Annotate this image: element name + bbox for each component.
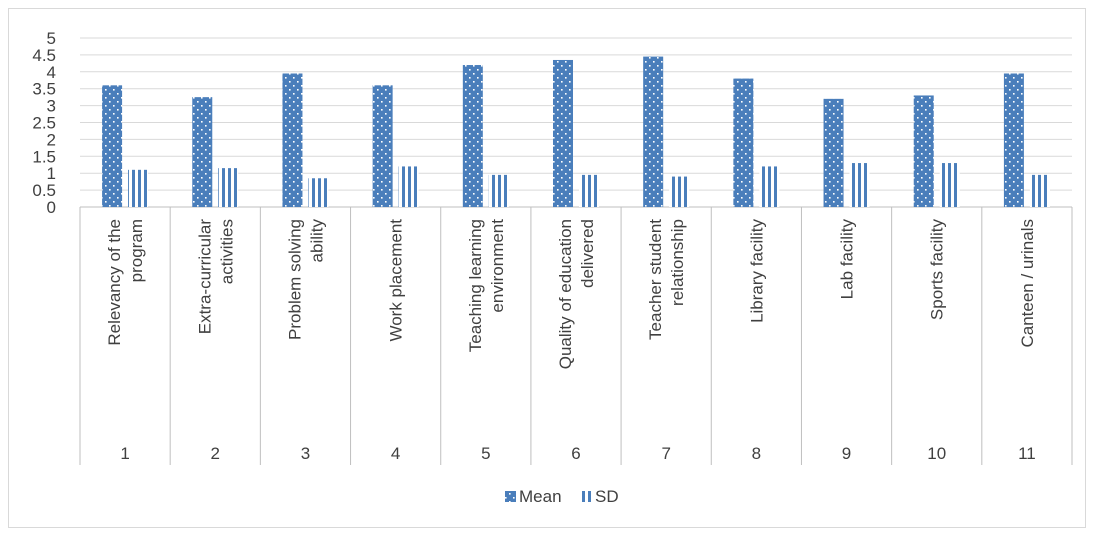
legend-label: Mean xyxy=(519,487,562,506)
category-label: activities xyxy=(217,219,236,284)
legend-item-mean: Mean xyxy=(505,487,562,506)
category-label: Canteen / urinals xyxy=(1018,219,1037,348)
category-5: Teaching learning environment 5 xyxy=(466,219,507,463)
legend: Mean SD xyxy=(505,487,619,506)
category-label: Teaching learning xyxy=(466,219,485,352)
category-7: Teacher student relationship 7 xyxy=(646,219,687,463)
category-number: 6 xyxy=(571,444,580,463)
category-label: ability xyxy=(307,219,326,263)
bar-sd-4 xyxy=(398,166,419,207)
bar-mean-4 xyxy=(372,85,393,207)
y-tick-label: 1 xyxy=(47,164,56,183)
category-number: 7 xyxy=(661,444,670,463)
category-8: Library facility 8 xyxy=(747,219,766,463)
legend-label: SD xyxy=(595,487,619,506)
category-3: Problem solving ability 3 xyxy=(285,219,326,463)
category-label: Problem solving xyxy=(285,219,304,340)
category-label: Lab facility xyxy=(838,219,857,300)
category-number: 1 xyxy=(120,444,129,463)
bar-sd-9 xyxy=(849,163,870,207)
bars xyxy=(102,56,1050,208)
category-label: Relevancy of the xyxy=(105,219,124,346)
category-number: 10 xyxy=(927,444,946,463)
y-tick-label: 4.5 xyxy=(32,46,56,65)
bar-mean-3 xyxy=(282,73,303,208)
category-number: 5 xyxy=(481,444,490,463)
category-number: 8 xyxy=(752,444,761,463)
category-label: Work placement xyxy=(387,219,406,342)
category-10: Sports facility 10 xyxy=(927,219,946,463)
category-9: Lab facility 9 xyxy=(838,219,857,463)
bar-mean-2 xyxy=(192,97,213,207)
category-label: relationship xyxy=(668,219,687,306)
category-number: 9 xyxy=(842,444,851,463)
bar-sd-2 xyxy=(218,168,239,207)
category-11: Canteen / urinals 11 xyxy=(1018,219,1037,463)
category-axis: Relevancy of the program 1 Extra-curricular… xyxy=(79,206,1073,465)
bar-sd-6 xyxy=(579,174,599,207)
legend-swatch xyxy=(581,491,592,502)
y-tick-label: 2.5 xyxy=(32,114,56,133)
y-tick-label: 0 xyxy=(47,198,56,217)
category-label: environment xyxy=(488,219,507,313)
bar-sd-5 xyxy=(488,174,509,207)
y-tick-label: 3 xyxy=(47,97,56,116)
category-number: 11 xyxy=(1018,444,1036,463)
legend-item-sd: SD xyxy=(581,487,619,506)
category-label: Quality of education xyxy=(556,219,575,369)
category-number: 3 xyxy=(301,444,310,463)
category-6: Quality of education delivered 6 xyxy=(556,219,597,463)
y-tick-label: 1.5 xyxy=(32,147,56,166)
bar-mean-6 xyxy=(553,59,573,207)
bar-mean-11 xyxy=(1003,73,1024,208)
bar-mean-10 xyxy=(913,95,934,207)
bar-mean-9 xyxy=(823,98,844,207)
category-label: Extra-curricular xyxy=(195,219,214,335)
category-label: program xyxy=(127,219,146,282)
bar-sd-11 xyxy=(1029,174,1050,207)
bar-sd-3 xyxy=(308,178,329,207)
bar-sd-7 xyxy=(669,176,690,207)
bar-mean-8 xyxy=(733,78,754,207)
category-number: 4 xyxy=(391,444,400,463)
bar-mean-7 xyxy=(643,56,664,208)
y-tick-label: 0.5 xyxy=(32,181,56,200)
y-axis-ticks: 00.511.522.533.544.55 xyxy=(32,29,56,217)
category-4: Work placement 4 xyxy=(387,219,406,463)
category-2: Extra-curricular activities 2 xyxy=(195,219,236,463)
legend-swatch xyxy=(505,491,516,502)
y-tick-label: 3.5 xyxy=(32,80,56,99)
bar-sd-10 xyxy=(939,163,960,207)
y-tick-label: 5 xyxy=(47,29,56,48)
category-1: Relevancy of the program 1 xyxy=(105,219,146,463)
category-number: 2 xyxy=(211,444,220,463)
bar-mean-5 xyxy=(462,65,483,207)
category-label: Library facility xyxy=(747,219,766,323)
bar-sd-1 xyxy=(128,169,149,207)
category-label: delivered xyxy=(578,219,597,288)
bar-mean-1 xyxy=(102,85,123,207)
bar-sd-8 xyxy=(759,166,780,207)
category-label: Sports facility xyxy=(928,219,947,321)
chart-border xyxy=(8,8,1086,528)
y-tick-label: 2 xyxy=(47,130,56,149)
category-label: Teacher student xyxy=(646,219,665,340)
y-tick-label: 4 xyxy=(47,63,56,82)
